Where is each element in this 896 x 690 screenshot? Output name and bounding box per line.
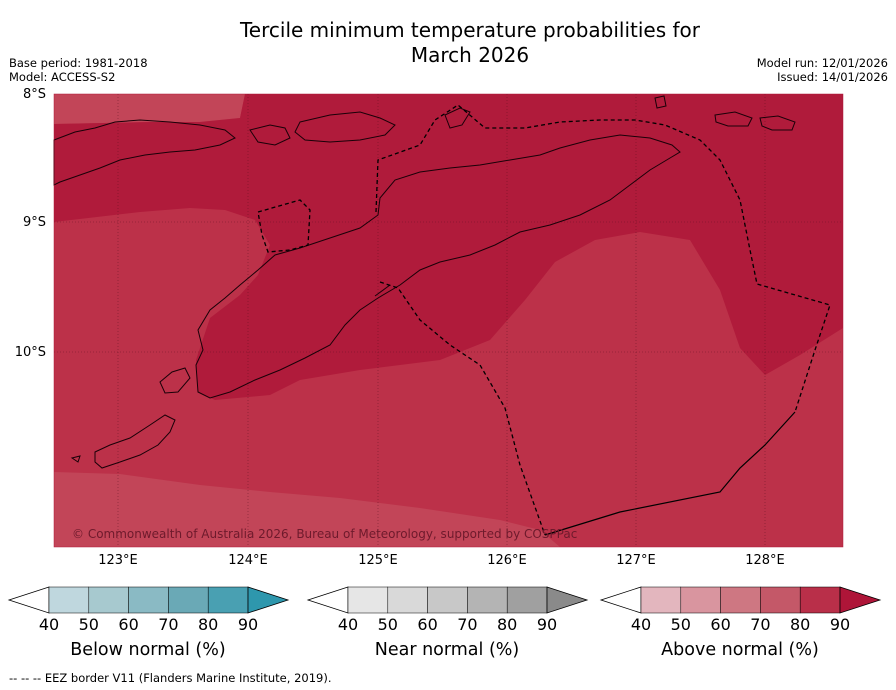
near-normal-colorbar-segment — [347, 586, 389, 614]
below-normal-colorbar-segment — [88, 586, 129, 614]
lon-label-126e: 126°E — [487, 553, 527, 568]
base-period: Base period: 1981-2018 — [9, 56, 148, 70]
lat-label-9s: 9°S — [22, 215, 46, 230]
above-normal-tick-label: 50 — [670, 615, 691, 634]
above-normal-colorbar-segment — [680, 586, 721, 614]
kisar-coastline — [444, 107, 471, 129]
sawu-coastline — [70, 455, 81, 463]
below-normal-tick-label: 80 — [198, 615, 219, 634]
above-normal-tick-label: 70 — [750, 615, 771, 634]
below-normal-colorbar-segment — [128, 586, 169, 614]
colorbar-title-below: Below normal (%) — [70, 640, 226, 660]
above-normal-colorbar-high-extend — [839, 586, 882, 614]
colorbars — [7, 586, 882, 614]
near-normal-colorbar-low-extend — [306, 586, 349, 614]
model-run: Model run: 12/01/2026 — [756, 56, 888, 70]
lon-label-125e: 125°E — [358, 553, 398, 568]
colorbar-title-above: Above normal (%) — [661, 640, 819, 660]
model-name: Model: ACCESS-S2 — [9, 70, 116, 84]
colorbar-title-near: Near normal (%) — [374, 640, 520, 660]
chart-title: Tercile minimum temperature probabilitie… — [0, 18, 896, 68]
lon-label-128e: 128°E — [745, 553, 785, 568]
near-normal-colorbar-segment — [467, 586, 508, 614]
issued-date: Issued: 14/01/2026 — [777, 70, 888, 84]
title-line-2: March 2026 — [410, 43, 530, 67]
meta-right: Model run: 12/01/2026 Issued: 14/01/2026 — [757, 56, 888, 84]
above-normal-colorbar-segment — [799, 586, 841, 614]
above-normal-colorbar-segment — [760, 586, 801, 614]
coastlines — [53, 95, 796, 469]
above-normal-tick-label: 90 — [829, 615, 851, 634]
near-normal-colorbar-segment — [506, 586, 548, 614]
below-normal-colorbar-segment — [48, 586, 90, 614]
near-normal-colorbar-segment — [427, 586, 468, 614]
alor-coastline — [249, 124, 291, 146]
near-normal-tick-label: 90 — [536, 615, 558, 634]
eez-south-solid — [544, 411, 796, 536]
lakor-coastline — [759, 115, 796, 131]
below-normal-colorbar-high-extend — [247, 586, 290, 614]
near-normal-tick-label: 50 — [377, 615, 398, 634]
title-line-1: Tercile minimum temperature probabilitie… — [239, 18, 701, 42]
timor-coastline — [195, 134, 681, 399]
flores-coastline — [53, 119, 236, 186]
near-normal-tick-label: 40 — [337, 615, 359, 634]
near-normal-tick-label: 60 — [417, 615, 438, 634]
light-region-south — [54, 472, 560, 547]
eez-north — [375, 104, 831, 413]
below-normal-tick-label: 90 — [237, 615, 259, 634]
above-normal-colorbar-segment — [720, 586, 761, 614]
below-normal-colorbar-segment — [168, 586, 209, 614]
eez-south — [379, 281, 546, 536]
copyright-notice: © Commonwealth of Australia 2026, Bureau… — [72, 527, 578, 541]
below-normal-tick-label: 60 — [118, 615, 139, 634]
above-normal-tick-label: 40 — [630, 615, 652, 634]
above-normal-colorbar-segment — [640, 586, 682, 614]
near-normal-colorbar-segment — [387, 586, 428, 614]
above-normal-tick-label: 80 — [790, 615, 811, 634]
near-normal-tick-label: 70 — [457, 615, 478, 634]
map-frame — [53, 93, 844, 548]
lat-label-10s: 10°S — [14, 345, 46, 360]
below-normal-tick-label: 70 — [158, 615, 179, 634]
dark-region-central — [54, 94, 843, 400]
near-normal-colorbar-high-extend — [546, 586, 589, 614]
lon-label-124e: 124°E — [228, 553, 268, 568]
moa-coastline — [714, 111, 753, 127]
near-normal-tick-label: 80 — [497, 615, 518, 634]
above-normal-colorbar-low-extend — [599, 586, 642, 614]
lat-label-8s: 8°S — [22, 87, 46, 102]
probability-map — [54, 94, 843, 547]
below-normal-colorbar-segment — [207, 586, 249, 614]
roti-coastline — [159, 367, 191, 394]
land-border — [374, 284, 391, 297]
footnote: -- -- -- EEZ border V11 (Flanders Marine… — [9, 671, 332, 685]
below-normal-tick-label: 40 — [38, 615, 60, 634]
sumba-coastline — [94, 414, 176, 469]
meta-left: Base period: 1981-2018 Model: ACCESS-S2 — [9, 56, 148, 84]
eez-enclave — [257, 199, 311, 253]
light-region-north — [54, 94, 245, 124]
below-normal-colorbar-low-extend — [7, 586, 50, 614]
wetar-coastline — [294, 111, 396, 143]
lon-label-123e: 123°E — [98, 553, 138, 568]
eez-borders — [257, 104, 831, 536]
lon-label-127e: 127°E — [616, 553, 656, 568]
below-normal-tick-label: 50 — [78, 615, 99, 634]
leti-coastline — [654, 95, 667, 109]
above-normal-tick-label: 60 — [710, 615, 731, 634]
